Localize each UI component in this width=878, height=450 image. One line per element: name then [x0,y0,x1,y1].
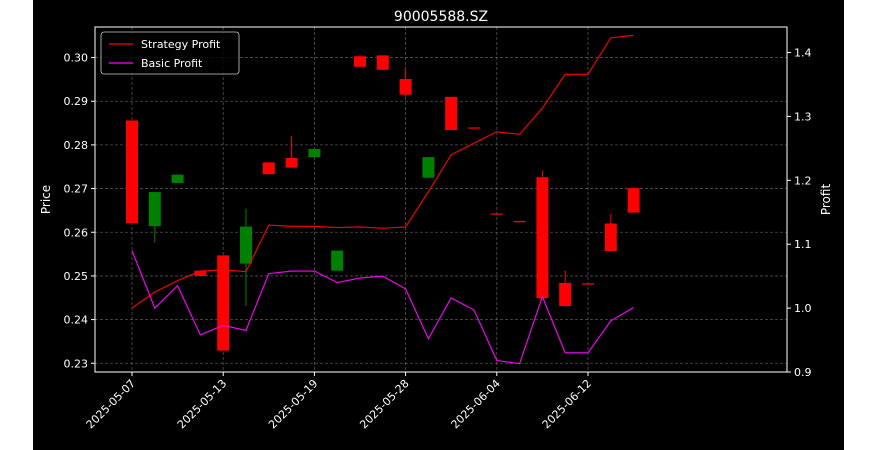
chart-title: 90005588.SZ [394,9,488,25]
candle-body [331,250,344,271]
candle-body [513,220,526,223]
y-tick-label: 0.30 [64,52,89,65]
x-tick-label: 2025-06-12 [540,377,594,431]
candle-body [126,120,138,224]
candle-body [240,226,252,264]
y2-tick-label: 1.1 [794,238,812,251]
candle-body [262,162,275,175]
candles [126,54,640,351]
candle-body [445,96,458,131]
y2-tick-label: 0.9 [794,366,812,379]
candle-body [308,148,321,158]
candle-body [604,223,617,252]
y-tick-label: 0.27 [64,183,89,196]
candle-body [194,270,207,276]
candle-body [422,157,435,178]
candle-body [559,282,572,307]
chart-figure: 90005588.SZ 0.23 0.24 0.25 0.26 0.27 0.28 0.29 0… [33,0,844,450]
y2-axis-label: Profit [819,184,833,216]
candle-body [399,78,412,95]
x-tick-label: 2025-05-13 [175,377,229,431]
candle-body [376,55,389,70]
candle-body [582,283,594,285]
candle-body [285,158,298,168]
candlestick-chart: 90005588.SZ 0.23 0.24 0.25 0.26 0.27 0.28 0.29 0… [39,9,833,431]
x-tick-label: 2025-05-07 [84,377,138,431]
x-tick-label: 2025-06-04 [449,377,503,431]
y2-tick-label: 1.0 [794,302,812,315]
candle-body [536,177,549,299]
y2-tick-label: 1.3 [794,110,812,123]
candle-body [627,188,640,213]
y-tick-label: 0.28 [64,139,89,152]
x-tick-label: 2025-05-28 [357,377,411,431]
line-basic-profit [131,250,634,365]
legend-label: Basic Profit [141,57,203,70]
candle-body [148,192,161,227]
plot-frame [94,26,788,373]
x-tick-label: 2025-05-19 [266,377,320,431]
legend: Strategy Profit Basic Profit [100,31,240,75]
y-tick-label: 0.25 [64,270,89,283]
candle-body [468,127,480,129]
y2-tick-label: 1.2 [794,174,812,187]
y-tick-label: 0.29 [64,95,89,108]
y2-tick-label: 1.4 [794,47,812,60]
legend-box [100,31,240,75]
line-strategy-profit [131,34,634,309]
legend-label: Strategy Profit [141,38,221,51]
candle-body [171,174,184,183]
candle-body [354,56,366,67]
y-tick-label: 0.24 [64,314,89,327]
y-tick-label: 0.23 [64,357,89,370]
y-axis-label: Price [39,185,53,214]
y-tick-label: 0.26 [64,226,89,239]
candle-body [490,213,503,215]
grid [95,27,787,372]
